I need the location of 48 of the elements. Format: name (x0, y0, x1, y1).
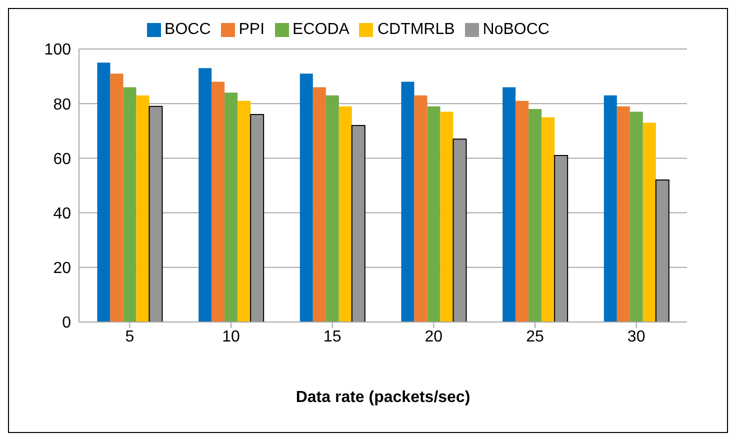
bar (110, 74, 124, 322)
x-tick-label: 25 (526, 328, 544, 346)
bar (338, 106, 352, 322)
bar (542, 117, 555, 322)
y-tick-label: 20 (53, 260, 72, 278)
legend-label: PPI (238, 21, 265, 38)
bar (642, 122, 656, 322)
legend-label: BOCC (164, 21, 211, 38)
x-tick-label: 10 (222, 328, 240, 346)
bar (312, 87, 326, 322)
bar (250, 114, 264, 322)
y-tick-label: 60 (53, 150, 72, 168)
bar (300, 74, 313, 322)
legend-label: CDTMRLB (377, 21, 455, 38)
bar (554, 154, 568, 322)
y-tick-label: 40 (53, 205, 72, 222)
bar (516, 100, 529, 322)
y-tick-label: 80 (53, 96, 72, 114)
bar (616, 106, 630, 322)
bar (604, 95, 617, 322)
bar (326, 95, 339, 322)
bar (97, 62, 110, 322)
y-tick-label: 100 (44, 42, 72, 59)
bar (414, 95, 428, 322)
bar (655, 180, 670, 322)
x-tick-label: 30 (627, 328, 646, 346)
bar (148, 106, 163, 322)
y-tick-label: 0 (62, 314, 72, 332)
x-tick-label: 5 (125, 328, 134, 346)
x-tick-label: 20 (424, 328, 443, 346)
bar (401, 82, 414, 322)
bar (502, 87, 516, 322)
bar (238, 100, 251, 322)
bar (427, 106, 440, 322)
bar (630, 112, 643, 322)
x-tick-label: 15 (323, 328, 342, 346)
bar (440, 112, 454, 322)
bar (528, 109, 542, 322)
legend-label: NoBOCC (482, 21, 550, 38)
bar (198, 68, 212, 322)
bar (212, 82, 225, 322)
bar (452, 138, 467, 322)
bar (136, 95, 150, 322)
x-axis-title: Data rate (packets/sec) (296, 389, 470, 406)
bar (351, 124, 366, 322)
legend-label: ECODA (292, 21, 350, 38)
bar (123, 87, 136, 322)
bar (224, 92, 238, 322)
